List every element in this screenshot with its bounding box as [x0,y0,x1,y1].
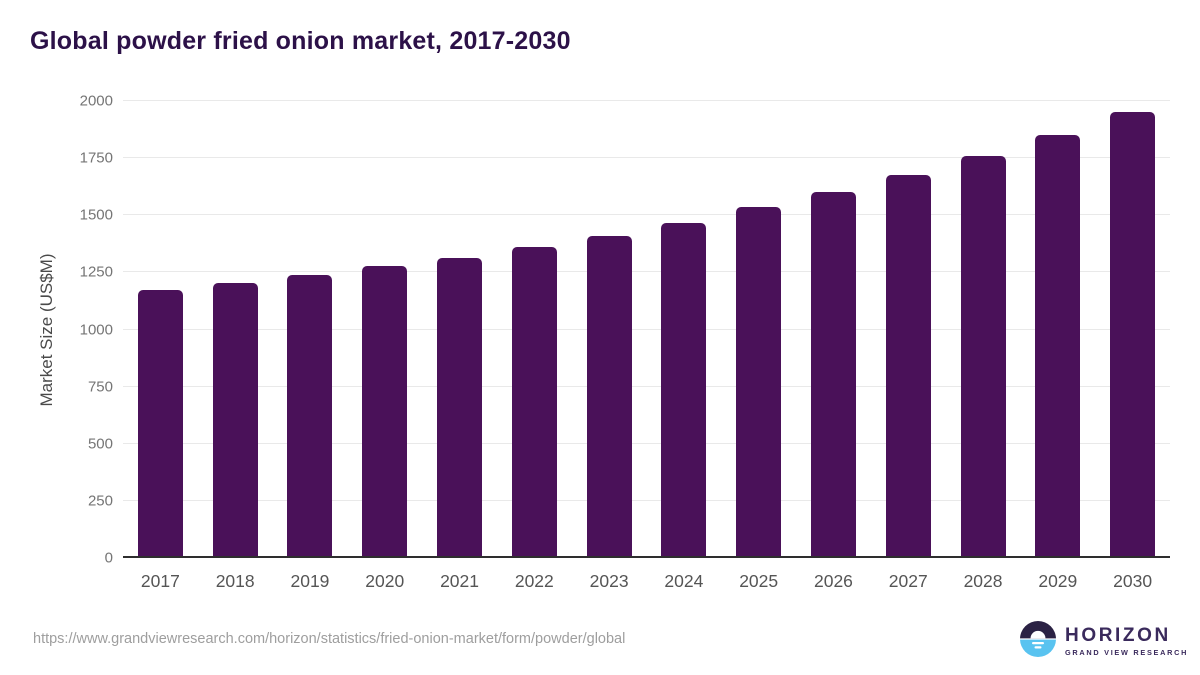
x-tick-label-2026: 2026 [813,571,853,591]
y-tick-label-1000: 1000 [79,321,113,338]
gridline-500 [123,442,1170,444]
bar-2022 [511,247,557,558]
bar-2030 [1110,112,1156,558]
sunrise-horizon-icon [1019,620,1057,663]
x-tick-label-2023: 2023 [589,571,629,591]
x-tick-label-2019: 2019 [290,571,330,591]
x-tick-label-2028: 2028 [963,571,1003,591]
bar-2019 [287,274,333,558]
bar-2020 [362,265,408,558]
source-url: https://www.grandviewresearch.com/horizo… [33,631,626,647]
y-tick-label-750: 750 [87,378,113,396]
x-tick-label-2018: 2018 [215,571,255,591]
plot-area: 0 250 500 750 1000 1250 1500 1750 2000 2017 2018 20… [80,93,1170,591]
logo-wordmark: HORIZON [1065,625,1171,647]
logo-subtitle: GRAND VIEW RESEARCH [1065,647,1189,657]
y-tick-label-500: 500 [87,435,113,453]
x-tick-label-2021: 2021 [440,571,479,591]
x-tick-label-2017: 2017 [140,571,180,591]
y-tick-label-0: 0 [104,549,113,567]
logo-text: HORIZON GRAND VIEW RESEARCH [1065,626,1188,657]
y-tick-label-1500: 1500 [79,206,113,224]
bar-2024 [661,223,707,558]
gridline-1500 [123,214,1170,216]
x-tick-label-2022: 2022 [514,571,554,591]
x-tick-label-2020: 2020 [365,571,405,591]
y-axis-title: Market Size (US$M) [37,253,56,407]
y-tick-label-1250: 1250 [79,263,113,281]
x-tick-label-2027: 2027 [888,571,928,591]
bar-2021 [437,257,483,558]
gridline-750 [123,385,1170,387]
gridline-1000 [123,328,1170,330]
x-tick-label-2025: 2025 [739,571,779,591]
gridline-250 [123,499,1170,501]
chart-title: Global powder fried onion market, 2017-2… [30,27,571,55]
gridline-1250 [123,271,1170,273]
bar-2026 [810,192,856,558]
gridline-1750 [123,157,1170,159]
x-tick-label-2030: 2030 [1113,571,1153,591]
y-tick-label-1750: 1750 [79,149,113,167]
y-tick-label-2000: 2000 [79,92,113,110]
x-axis-line [123,556,1170,558]
x-tick-label-2029: 2029 [1038,571,1078,591]
bar-2029 [1035,135,1081,558]
x-tick-label-2024: 2024 [664,571,704,591]
bar-2023 [586,235,632,558]
y-tick-label-250: 250 [87,492,113,510]
bar-2017 [137,289,183,558]
bar-2018 [212,282,258,558]
bar-2028 [960,155,1006,558]
horizon-logo: HORIZON GRAND VIEW RESEARCH [1019,620,1188,663]
bar-2025 [736,207,782,558]
gridline-2000 [123,100,1170,101]
bar-2027 [885,175,931,558]
